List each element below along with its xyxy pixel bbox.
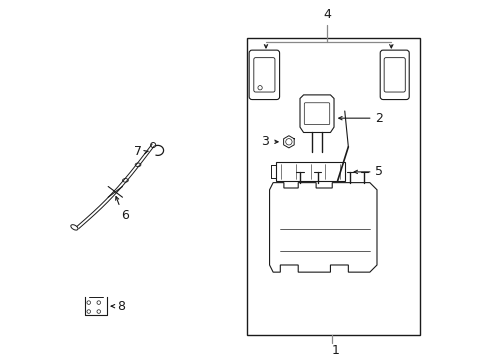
Circle shape <box>150 143 155 148</box>
Bar <box>247 37 419 335</box>
Text: 1: 1 <box>331 344 339 357</box>
Text: 8: 8 <box>117 300 125 313</box>
Text: 3: 3 <box>261 135 268 148</box>
Text: 7: 7 <box>134 145 142 158</box>
Text: 2: 2 <box>374 112 382 125</box>
Text: 6: 6 <box>121 209 128 222</box>
Text: 4: 4 <box>322 9 330 22</box>
Text: 5: 5 <box>374 165 383 179</box>
